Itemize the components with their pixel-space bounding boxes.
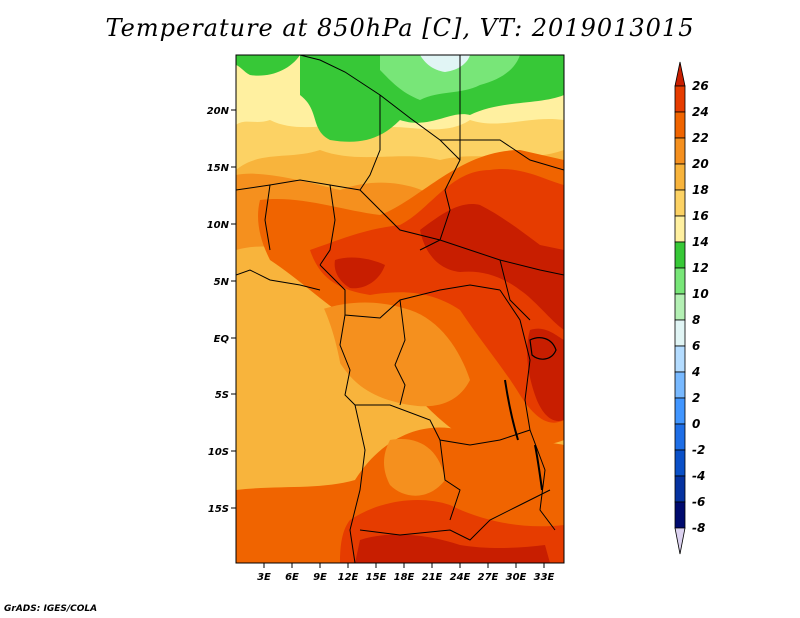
lon-label: 15E	[366, 572, 387, 583]
field-18-west-coast	[236, 288, 345, 425]
colorbar-label: 10	[692, 287, 709, 301]
field-20-south-central	[384, 439, 445, 496]
field-10-north	[380, 55, 520, 100]
border-line	[419, 55, 461, 251]
grads-credit: GrADS: IGES/COLA	[4, 604, 98, 614]
colorbar-box	[674, 423, 686, 451]
field-26-west-pocket	[334, 257, 385, 289]
lat-label: 10N	[207, 220, 230, 231]
border-line	[499, 259, 531, 321]
colorbar-box	[674, 501, 686, 529]
lon-label: 33E	[534, 572, 555, 583]
lon-label: 27E	[478, 572, 499, 583]
lon-label: 6E	[285, 572, 299, 583]
colorbar-box	[674, 293, 686, 321]
colorbar-label: -8	[692, 521, 705, 535]
border-line	[349, 404, 366, 563]
lon-label: 3E	[257, 572, 271, 583]
colorbar-box	[674, 267, 686, 295]
lon-labels: 3E 6E 9E 12E 15E 18E 21E 24E 27E 30E 33E	[257, 572, 554, 583]
lake-tanganyika	[504, 379, 519, 441]
lat-label: 5N	[214, 277, 230, 288]
colorbar-box	[674, 137, 686, 165]
colorbar-label: 8	[692, 313, 700, 327]
colorbar-label: -4	[692, 469, 705, 483]
border-line	[339, 314, 356, 406]
colorbar-box	[674, 371, 686, 399]
colorbar-label: 2	[692, 391, 700, 405]
colorbar-box	[674, 397, 686, 425]
chart-title: Temperature at 850hPa [C], VT: 201901301…	[105, 14, 695, 42]
colorbar	[674, 61, 686, 555]
border-line	[319, 264, 501, 319]
field-18-south-west	[236, 410, 358, 495]
border-line	[439, 439, 461, 521]
field-26-south	[355, 534, 550, 563]
lat-label: 15S	[208, 504, 229, 515]
border-line	[355, 404, 501, 446]
border-line	[359, 95, 381, 211]
colorbar-bottom-arrow	[674, 527, 686, 555]
lat-label: EQ	[214, 334, 230, 345]
field-26-central	[420, 204, 564, 330]
border-line	[359, 489, 551, 541]
border-line	[529, 429, 556, 531]
lat-label: 10S	[208, 447, 229, 458]
lake-malawi	[534, 444, 543, 491]
colorbar-label: 22	[692, 131, 709, 145]
colorbar-box	[674, 189, 686, 217]
colorbar-box	[674, 241, 686, 269]
colorbar-label: 6	[692, 339, 700, 353]
colorbar-box	[674, 345, 686, 373]
border-line	[394, 299, 406, 406]
field-8-north	[420, 55, 470, 72]
colorbar-label: 18	[692, 183, 709, 197]
country-borders	[236, 55, 564, 563]
colorbar-label: -2	[692, 443, 705, 457]
temperature-field	[236, 55, 564, 563]
colorbar-box	[674, 111, 686, 139]
border-line	[236, 179, 361, 191]
colorbar-label: 12	[692, 261, 709, 275]
colorbar-label: 0	[692, 417, 700, 431]
lake-victoria	[529, 337, 557, 360]
colorbar-box	[674, 475, 686, 503]
border-line	[379, 209, 564, 276]
axis-ticks	[231, 109, 545, 568]
border-line	[236, 269, 321, 291]
colorbar-label: -6	[692, 495, 705, 509]
colorbar-labels: 26 24 22 20 18 16 14 12 10 8 6 4 2 0 -2 …	[691, 79, 709, 535]
colorbar-box	[674, 85, 686, 113]
border-line	[264, 184, 271, 251]
colorbar-label: 16	[692, 209, 709, 223]
lat-labels: 20N 15N 10N 5N EQ 5S 10S 15S	[207, 106, 230, 515]
lat-label: 15N	[207, 163, 230, 174]
colorbar-label: 20	[692, 157, 709, 171]
colorbar-label: 24	[692, 105, 709, 119]
colorbar-label: 26	[692, 79, 709, 93]
colorbar-box	[674, 215, 686, 243]
lon-label: 12E	[338, 572, 359, 583]
colorbar-label: 14	[692, 235, 709, 249]
lat-label: 20N	[207, 106, 230, 117]
field-12-west	[236, 55, 300, 76]
map-frame	[235, 54, 565, 564]
border-line	[440, 139, 564, 171]
lon-label: 18E	[394, 572, 415, 583]
colorbar-box	[674, 449, 686, 477]
colorbar-top-arrow	[674, 61, 686, 87]
border-line	[499, 289, 531, 441]
colorbar-label: 4	[691, 365, 700, 379]
border-line	[319, 184, 336, 266]
lon-label: 30E	[506, 572, 527, 583]
lat-label: 5S	[215, 390, 229, 401]
lon-label: 9E	[313, 572, 327, 583]
field-20-congo	[320, 302, 470, 407]
colorbar-box	[674, 163, 686, 191]
colorbar-box	[674, 319, 686, 347]
lon-label: 24E	[450, 572, 471, 583]
lon-label: 21E	[422, 572, 443, 583]
